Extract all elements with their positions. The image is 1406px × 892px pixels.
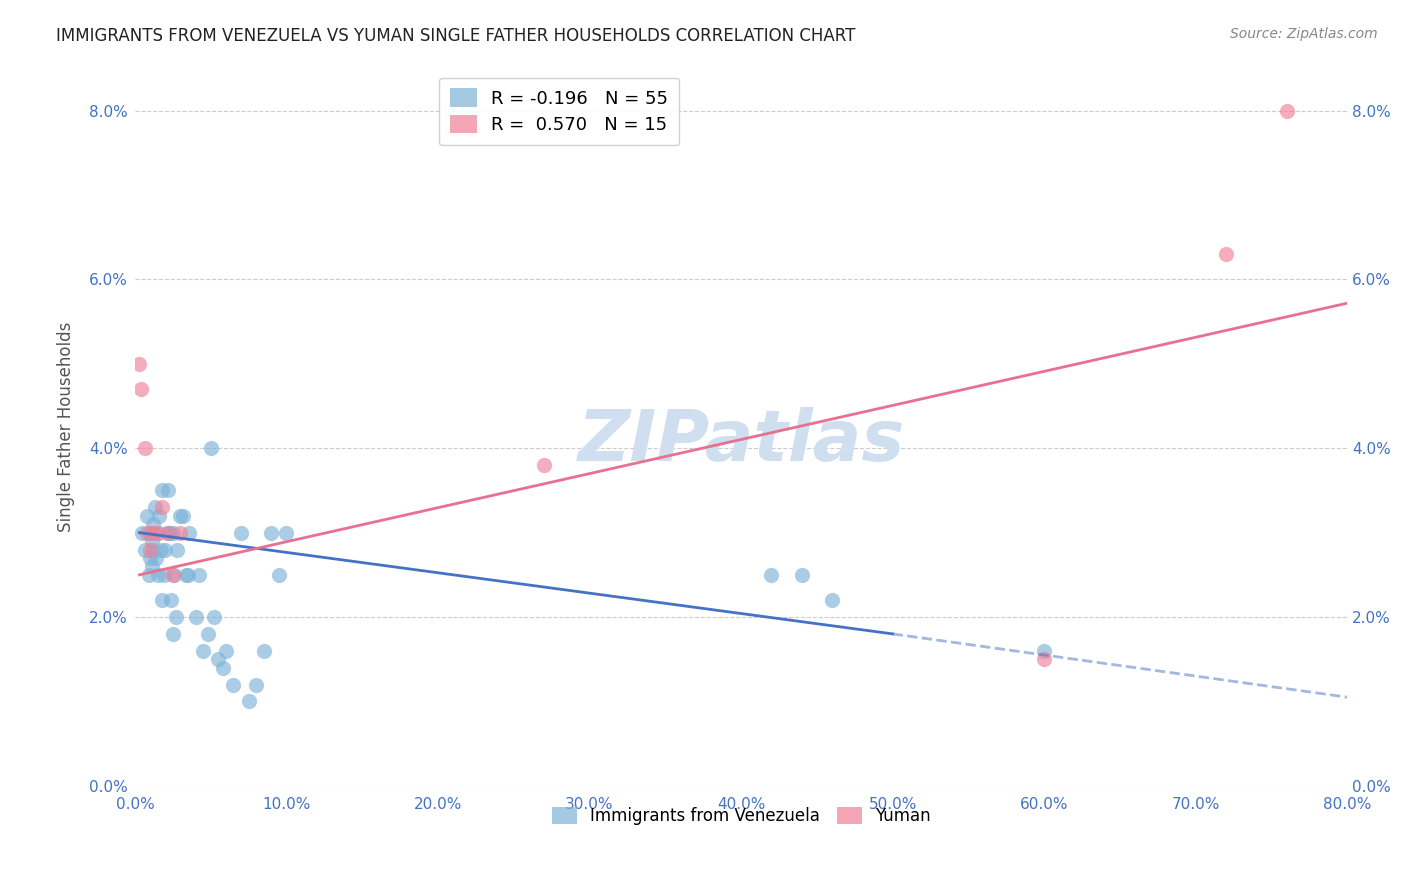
Point: [245, 677, 267, 691]
Point: [157, 525, 180, 540]
Point: [222, 677, 245, 691]
Point: [139, 525, 162, 540]
Point: [166, 542, 188, 557]
Point: [276, 525, 298, 540]
Point: [152, 567, 174, 582]
Point: [146, 525, 169, 540]
Point: [229, 525, 252, 540]
Point: [207, 652, 229, 666]
Point: [162, 525, 184, 540]
Point: [238, 694, 260, 708]
Point: [260, 525, 283, 540]
Point: [134, 442, 156, 456]
Point: [176, 567, 198, 582]
Point: [139, 542, 162, 557]
Point: [142, 542, 165, 557]
Legend: Immigrants from Venezuela, Yuman: Immigrants from Venezuela, Yuman: [541, 797, 941, 835]
Point: [160, 593, 183, 607]
Point: [169, 508, 191, 523]
Point: [165, 610, 187, 624]
Point: [159, 525, 181, 540]
Point: [153, 542, 176, 557]
Point: [157, 483, 180, 498]
Text: IMMIGRANTS FROM VENEZUELA VS YUMAN SINGLE FATHER HOUSEHOLDS CORRELATION CHART: IMMIGRANTS FROM VENEZUELA VS YUMAN SINGL…: [56, 27, 856, 45]
Point: [131, 525, 153, 540]
Point: [156, 525, 179, 540]
Point: [139, 551, 162, 566]
Point: [211, 660, 233, 674]
Point: [1215, 247, 1237, 261]
Point: [1033, 652, 1056, 666]
Point: [197, 627, 219, 641]
Point: [162, 627, 184, 641]
Point: [169, 525, 191, 540]
Point: [142, 517, 165, 532]
Point: [187, 567, 209, 582]
Point: [150, 593, 173, 607]
Point: [136, 508, 159, 523]
Point: [141, 534, 163, 549]
Text: Source: ZipAtlas.com: Source: ZipAtlas.com: [1230, 27, 1378, 41]
Point: [146, 525, 169, 540]
Point: [150, 483, 173, 498]
Point: [142, 525, 165, 540]
Point: [162, 567, 184, 582]
Point: [821, 593, 844, 607]
Point: [149, 542, 172, 557]
Point: [129, 382, 152, 396]
Point: [253, 644, 276, 658]
Point: [150, 500, 173, 515]
Point: [1033, 644, 1056, 658]
Point: [179, 525, 201, 540]
Point: [761, 567, 783, 582]
Point: [148, 508, 170, 523]
Point: [138, 567, 160, 582]
Point: [134, 542, 156, 557]
Point: [143, 500, 166, 515]
Point: [163, 567, 186, 582]
Point: [267, 567, 290, 582]
Y-axis label: Single Father Households: Single Father Households: [58, 322, 75, 533]
Point: [202, 610, 225, 624]
Point: [146, 567, 169, 582]
Point: [128, 357, 150, 371]
Point: [200, 442, 222, 456]
Point: [177, 567, 200, 582]
Point: [172, 508, 194, 523]
Point: [145, 551, 167, 566]
Text: ZIPatlas: ZIPatlas: [578, 407, 905, 476]
Point: [1275, 103, 1298, 118]
Point: [191, 644, 214, 658]
Point: [141, 559, 163, 574]
Point: [790, 567, 813, 582]
Point: [533, 458, 555, 472]
Point: [136, 525, 159, 540]
Point: [184, 610, 207, 624]
Point: [215, 644, 238, 658]
